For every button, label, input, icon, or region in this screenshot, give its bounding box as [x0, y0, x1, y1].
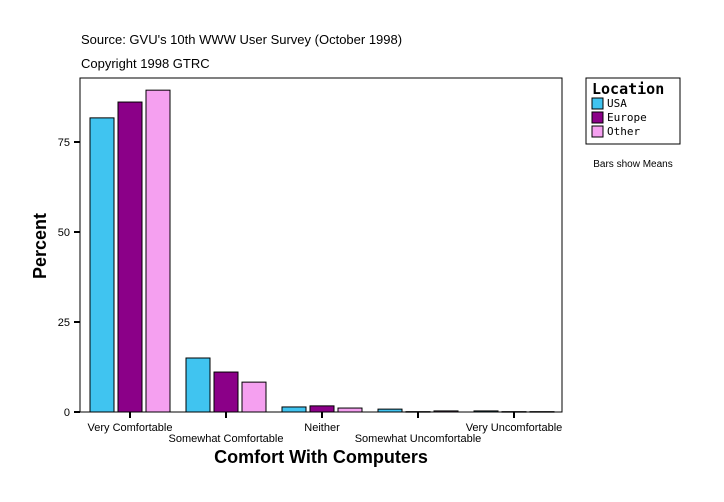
legend-swatch-europe	[591, 111, 604, 124]
bar-other-2	[337, 407, 363, 413]
legend-title: Location	[592, 80, 664, 98]
copyright-text: Copyright 1998 GTRC	[81, 56, 210, 71]
x-tick-label: Somewhat Uncomfortable	[355, 433, 482, 445]
bar-usa-1	[185, 357, 211, 413]
y-axis-label: Percent	[30, 213, 50, 279]
bar-other-4	[529, 411, 555, 413]
legend-label-europe: Europe	[607, 111, 647, 124]
legend-swatch-other	[591, 125, 604, 138]
x-tick-label: Somewhat Comfortable	[169, 433, 284, 445]
bar-europe-1	[213, 371, 239, 413]
bar-usa-0	[89, 117, 115, 413]
bar-europe-2	[309, 405, 335, 413]
x-tick-label: Very Comfortable	[88, 422, 173, 434]
x-tick-label: Neither	[304, 422, 340, 434]
legend-label-other: Other	[607, 125, 640, 138]
source-text: Source: GVU's 10th WWW User Survey (Octo…	[81, 32, 402, 47]
x-tick-label: Very Uncomfortable	[466, 422, 563, 434]
bar-other-1	[241, 381, 267, 413]
x-axis-label: Comfort With Computers	[214, 447, 428, 467]
y-tick-label: 75	[58, 137, 70, 149]
bar-usa-3	[377, 408, 403, 413]
legend-swatch-usa	[591, 97, 604, 110]
y-tick-label: 0	[64, 407, 70, 419]
y-tick-label: 50	[58, 227, 70, 239]
legend-label-usa: USA	[607, 97, 627, 110]
bar-europe-0	[117, 101, 143, 413]
bar-other-3	[433, 410, 459, 413]
bars-show-means-note: Bars show Means	[593, 159, 672, 170]
bar-usa-2	[281, 406, 307, 413]
y-tick-label: 25	[58, 317, 70, 329]
bar-usa-4	[473, 410, 499, 413]
bar-other-0	[145, 89, 171, 413]
